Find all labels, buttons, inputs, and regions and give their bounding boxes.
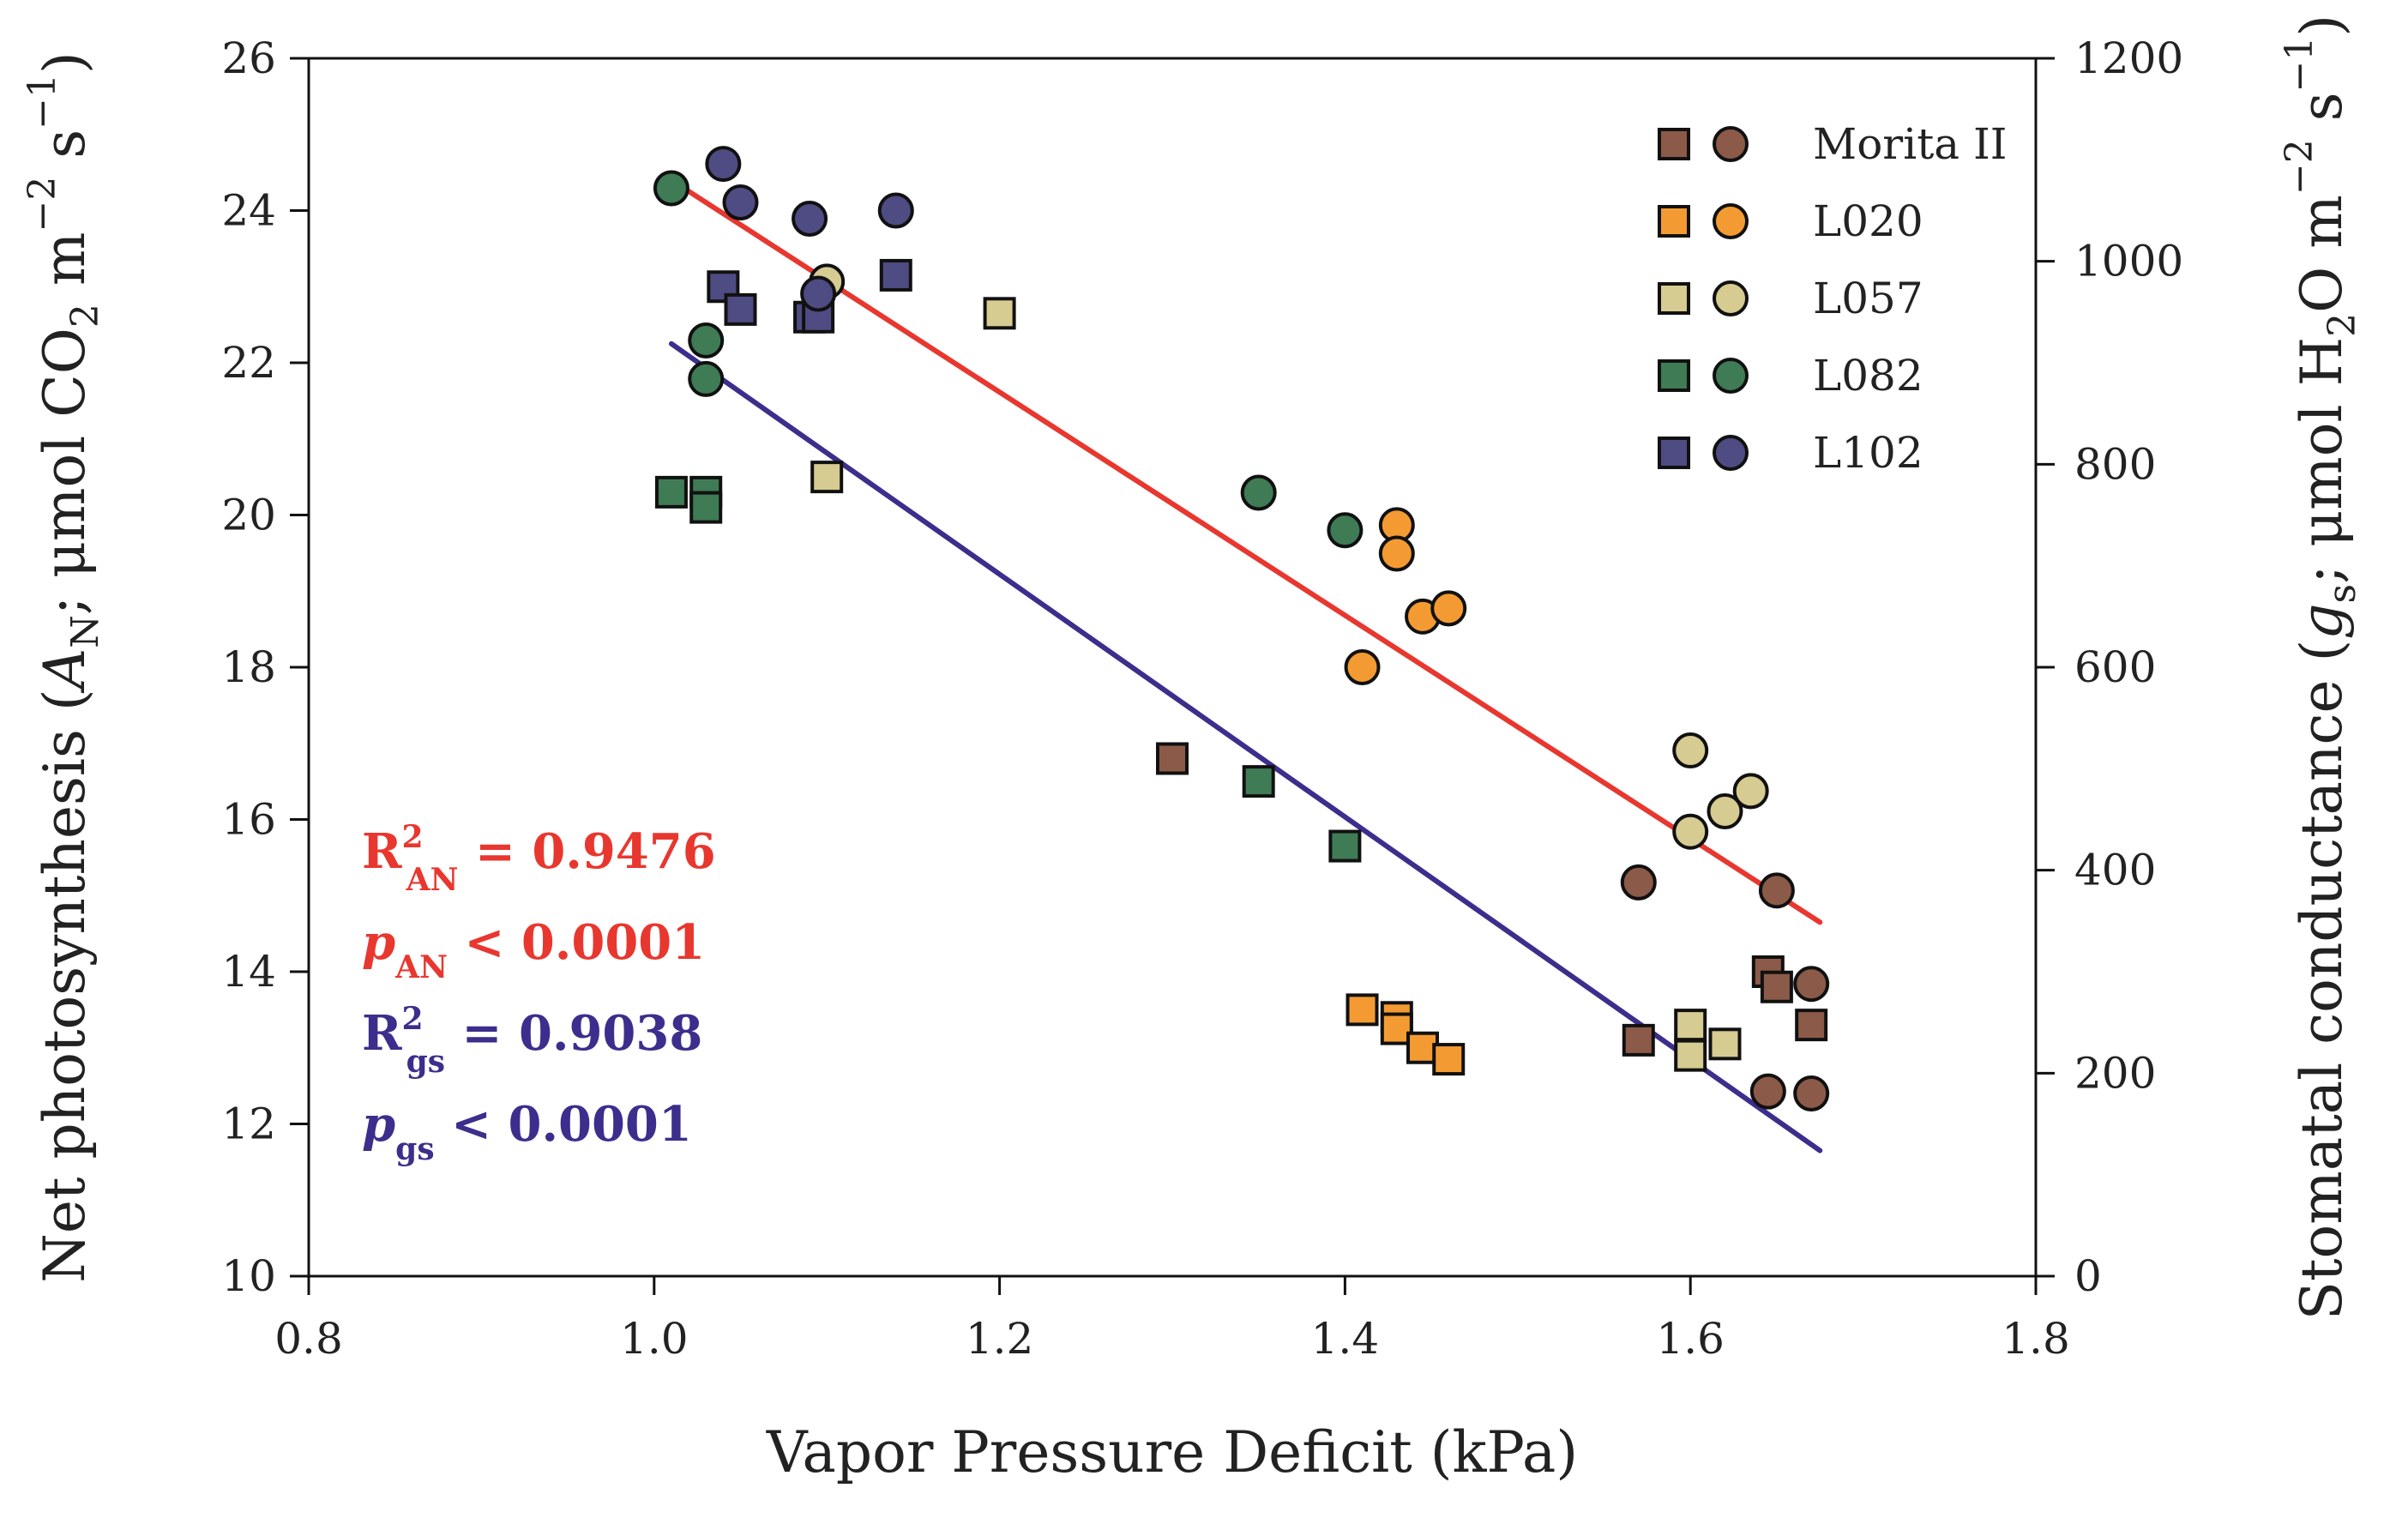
l082-gs-point: [1240, 474, 1277, 511]
l102-gs-point: [877, 192, 914, 229]
y-right-tick-label: 1200: [2074, 33, 2183, 83]
legend-morita-ii-circle: [1713, 126, 1749, 162]
x-tick-label: 1.6: [1656, 1314, 1725, 1364]
fit-statistics: R2 AN = 0.9476 pAN < 0.0001 R2 gs = 0.9038 pg…: [362, 819, 716, 1167]
axes: 0.8 1.0 1.2 1.4 1.6 1.8 10 12 14 16 18 20 22 24 26 0 200…: [221, 33, 2183, 1364]
x-tick-label: 1.0: [620, 1314, 689, 1364]
y-left-tick-label: 12: [221, 1099, 276, 1149]
l020-an-point: [1432, 1043, 1466, 1076]
y-left-tick-label: 10: [221, 1251, 276, 1301]
morita-ii-gs-point: [1758, 872, 1795, 909]
l102-an-point: [879, 258, 912, 292]
legend-l020-circle: [1713, 203, 1749, 239]
l102-gs-point: [722, 184, 759, 221]
x-tick-label: 1.4: [1311, 1314, 1380, 1364]
morita-ii-gs-point: [1620, 864, 1657, 901]
l057-gs-point: [1732, 773, 1769, 810]
legend-l057-label: L057: [1813, 274, 1923, 323]
an-fit-line: [668, 178, 1823, 925]
l102-gs-point: [705, 146, 742, 183]
legend-morita-ii-square: [1658, 128, 1690, 160]
x-tick-label: 1.8: [2002, 1314, 2070, 1364]
l020-gs-point: [1430, 590, 1467, 627]
fit-stat-4: pgs < 0.0001: [362, 1096, 692, 1167]
y-left-tick-label: 26: [221, 33, 276, 83]
morita-ii-an-point: [1795, 1009, 1828, 1042]
l102-gs-point: [792, 200, 828, 237]
l082-an-point: [1328, 829, 1362, 863]
l057-gs-point: [1707, 793, 1743, 830]
y-left-tick-label: 18: [221, 642, 276, 692]
legend-l057-circle: [1713, 280, 1749, 316]
l057-an-point: [810, 461, 844, 494]
l020-gs-point: [1344, 649, 1381, 685]
l102-gs-point: [800, 275, 837, 312]
fit-stat-3: R2 gs = 0.9038: [362, 1001, 702, 1080]
morita-ii-an-point: [1622, 1023, 1655, 1057]
y-right-tick-label: 800: [2074, 439, 2156, 489]
l082-an-point: [1242, 765, 1275, 798]
morita-ii-gs-point: [1749, 1073, 1786, 1110]
l082-an-point: [654, 475, 688, 509]
l082-gs-point: [1327, 512, 1364, 549]
l082-gs-point: [653, 170, 689, 207]
y-right-tick-label: 0: [2074, 1251, 2102, 1301]
y-left-tick-label: 14: [221, 947, 276, 997]
fit-stat-1: R2 AN = 0.9476: [362, 819, 716, 898]
morita-ii-an-point: [1760, 970, 1793, 1003]
l057-an-point: [1674, 1039, 1707, 1072]
y-left-axis-title: Net photosynthesis (AN; μmol CO2 m−2 s−1…: [21, 51, 107, 1283]
y-right-tick-label: 1000: [2074, 237, 2183, 286]
y-right-tick-label: 400: [2074, 846, 2156, 895]
legend: Morita II L020 L057 L082 L102: [1658, 119, 2008, 478]
y-right-tick-label: 200: [2074, 1048, 2156, 1098]
l082-an-point: [689, 491, 723, 524]
legend-morita-ii-label: Morita II: [1813, 119, 2008, 169]
l020-gs-point: [1378, 535, 1415, 572]
x-tick-label: 0.8: [274, 1314, 343, 1364]
y-left-tick-label: 16: [221, 795, 276, 845]
l082-gs-point: [688, 322, 725, 358]
l057-an-point: [1674, 1009, 1707, 1042]
fit-lines: [668, 178, 1823, 1154]
legend-l082-square: [1658, 359, 1690, 392]
legend-l020-label: L020: [1813, 196, 1923, 246]
l082-gs-point: [688, 360, 725, 397]
l057-an-point: [983, 297, 1016, 330]
legend-l057-square: [1658, 282, 1690, 315]
l020-an-point: [1345, 993, 1379, 1027]
fit-stat-2: pAN < 0.0001: [362, 914, 705, 985]
y-right-axis-title: Stomatal conductance (gs; μmol H2O m−2 s…: [2278, 15, 2364, 1320]
legend-l082-circle: [1713, 358, 1749, 394]
morita-ii-gs-point: [1793, 966, 1830, 1003]
y-left-tick-label: 20: [221, 491, 276, 540]
l057-an-point: [1708, 1027, 1742, 1061]
gs-fit-line: [668, 340, 1823, 1154]
legend-l082-label: L082: [1813, 351, 1923, 401]
y-left-tick-label: 22: [221, 338, 276, 388]
l057-gs-point: [1672, 732, 1709, 769]
legend-l102-label: L102: [1813, 428, 1923, 478]
l020-an-point: [1380, 1012, 1413, 1045]
morita-ii-gs-point: [1793, 1075, 1830, 1111]
morita-ii-an-point: [1156, 742, 1189, 775]
legend-l020-square: [1658, 205, 1690, 238]
x-axis-title: Vapor Pressure Deficit (kPa): [766, 1419, 1578, 1485]
axis-titles: Vapor Pressure Deficit (kPa) Net photosyn…: [21, 15, 2364, 1485]
legend-l102-square: [1658, 437, 1690, 469]
y-right-tick-label: 600: [2074, 642, 2156, 692]
data-markers: [653, 146, 1830, 1111]
legend-l102-circle: [1713, 435, 1749, 471]
l057-gs-point: [1672, 813, 1709, 850]
x-tick-label: 1.2: [966, 1314, 1034, 1364]
y-left-tick-label: 24: [221, 186, 276, 236]
l102-an-point: [724, 292, 757, 326]
